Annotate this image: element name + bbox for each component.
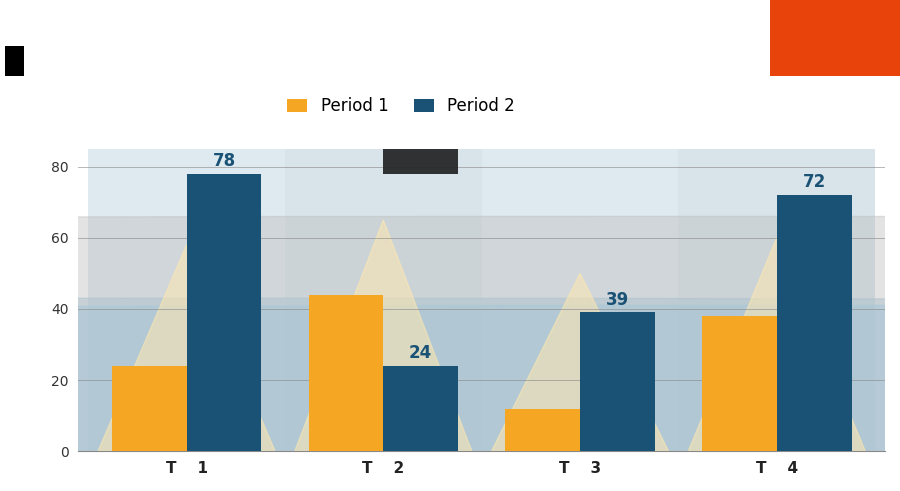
Bar	[383, 149, 458, 174]
Legend: Period 1, Period 2: Period 1, Period 2	[281, 90, 521, 122]
Text: 24: 24	[138, 373, 161, 391]
Bar	[777, 195, 851, 451]
Bar	[580, 312, 655, 451]
Bar	[285, 149, 482, 451]
Bar	[186, 174, 261, 451]
Text: 12: 12	[531, 416, 554, 434]
Polygon shape	[98, 245, 275, 451]
Circle shape	[0, 217, 900, 473]
Text: 38: 38	[728, 323, 751, 341]
Bar	[112, 366, 186, 451]
Bar	[309, 295, 383, 451]
Text: 44: 44	[334, 302, 357, 320]
Bar	[505, 409, 580, 451]
Text: 24: 24	[410, 344, 432, 362]
Circle shape	[0, 305, 900, 491]
Polygon shape	[491, 273, 669, 451]
Bar	[482, 149, 679, 451]
Bar	[383, 366, 458, 451]
Circle shape	[0, 298, 900, 491]
Circle shape	[0, 309, 900, 491]
Bar	[679, 149, 875, 451]
Text: 72: 72	[803, 173, 826, 191]
Bar	[702, 316, 777, 451]
Bar	[88, 149, 285, 451]
Text: 39: 39	[606, 291, 629, 309]
Text: 78: 78	[212, 152, 236, 170]
Polygon shape	[295, 220, 472, 451]
Polygon shape	[688, 238, 865, 451]
